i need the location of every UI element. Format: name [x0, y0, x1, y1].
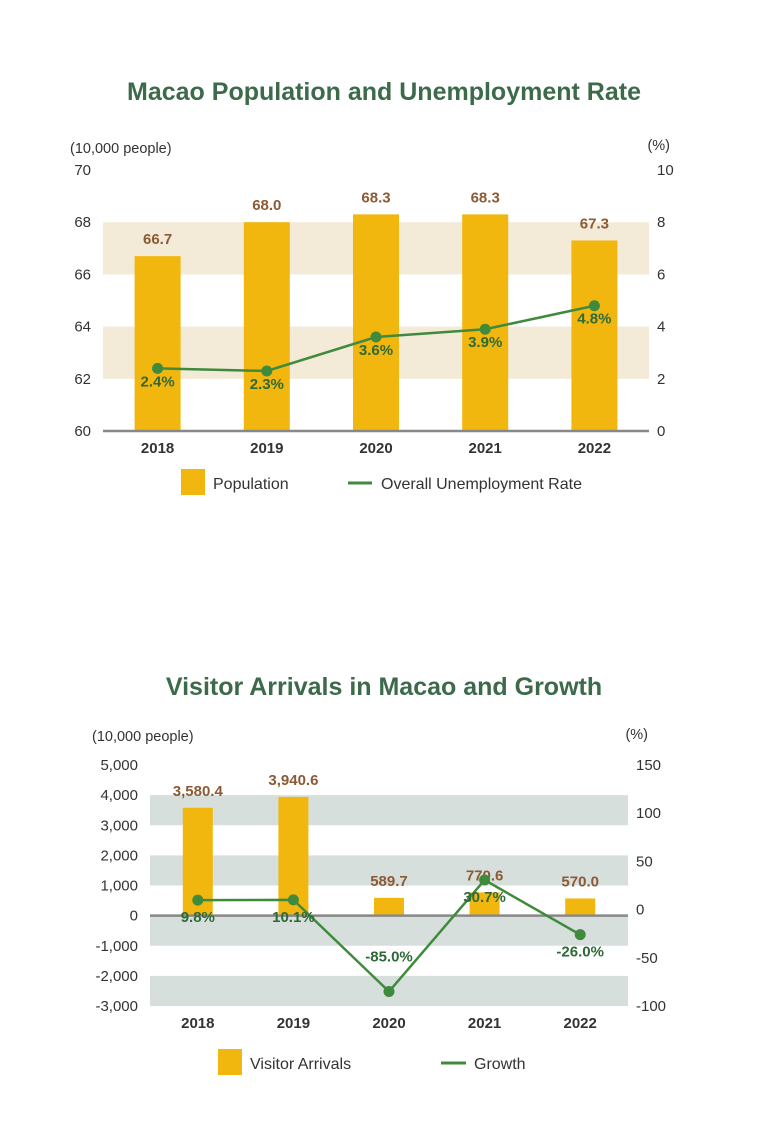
y-left-tick-label: -3,000 [95, 998, 138, 1015]
grid-band [150, 855, 628, 886]
line-value-label: 2.3% [250, 376, 284, 393]
y-right-tick-label: 4 [657, 319, 665, 336]
legend-bar-label: Visitor Arrivals [250, 1056, 351, 1073]
bar-2022 [571, 240, 618, 431]
y-left-tick-label: -2,000 [95, 968, 138, 985]
y-left-unit-label: (10,000 people) [92, 729, 194, 745]
chart-title: Visitor Arrivals in Macao and Growth [166, 673, 602, 701]
y-right-tick-label: 0 [657, 423, 665, 440]
line-point [574, 929, 586, 941]
bar-2022 [565, 898, 596, 916]
chart-2: Visitor Arrivals in Macao and Growth (10,… [92, 673, 666, 1075]
chart-1: Macao Population and Unemployment Rate (1… [70, 78, 674, 495]
line-point [192, 894, 204, 906]
y-left-tick-label: 62 [74, 371, 91, 388]
bar-value-label: 3,580.4 [173, 783, 224, 800]
bar-value-label: 68.0 [252, 197, 281, 214]
x-category-label: 2018 [181, 1015, 214, 1032]
y-left-tick-label: 66 [74, 266, 91, 283]
line-point [479, 874, 491, 886]
line-value-label: 10.1% [272, 909, 315, 926]
y-left-tick-label: 60 [74, 423, 91, 440]
x-category-label: 2020 [372, 1015, 405, 1032]
bar-value-label: 68.3 [471, 189, 500, 206]
bar-2020 [353, 214, 399, 431]
y-right-tick-label: 150 [636, 757, 661, 774]
bar-value-label: 67.3 [580, 215, 609, 232]
grid-band [150, 795, 628, 826]
bar-value-label: 589.7 [370, 873, 408, 890]
y-left-tick-label: 1,000 [100, 878, 138, 895]
line-value-label: 30.7% [463, 889, 506, 906]
y-left-tick-label: 3,000 [100, 817, 138, 834]
y-right-unit-label: (%) [647, 138, 670, 154]
y-right-tick-label: -50 [636, 950, 658, 967]
x-category-label: 2021 [468, 1015, 501, 1032]
legend-bar-swatch [181, 469, 205, 495]
y-left-unit-label: (10,000 people) [70, 141, 172, 157]
line-point [479, 323, 491, 335]
line-value-label: 4.8% [577, 311, 611, 328]
legend-line-label: Growth [474, 1056, 526, 1073]
y-left-tick-label: 2,000 [100, 847, 138, 864]
x-category-label: 2022 [564, 1015, 597, 1032]
x-category-label: 2019 [277, 1015, 310, 1032]
line-point [287, 894, 299, 906]
x-category-label: 2019 [250, 440, 283, 457]
y-left-tick-label: -1,000 [95, 938, 138, 955]
x-category-label: 2020 [359, 440, 392, 457]
y-left-tick-label: 64 [74, 319, 91, 336]
y-right-tick-label: 0 [636, 902, 644, 919]
y-left-tick-label: 4,000 [100, 787, 138, 804]
line-point [588, 300, 600, 312]
y-left-tick-label: 0 [130, 908, 138, 925]
x-category-label: 2022 [578, 440, 611, 457]
line-value-label: -26.0% [556, 944, 604, 961]
bar-value-label: 68.3 [361, 189, 390, 206]
y-right-tick-label: 2 [657, 371, 665, 388]
line-value-label: 3.9% [468, 334, 502, 351]
bar-2019 [243, 222, 290, 431]
line-value-label: 9.8% [181, 909, 215, 926]
y-left-tick-label: 68 [74, 214, 91, 231]
legend-bar-swatch [218, 1049, 242, 1075]
chart-title: Macao Population and Unemployment Rate [127, 78, 641, 106]
y-left-tick-label: 5,000 [100, 757, 138, 774]
line-point [370, 331, 382, 343]
bar-2021 [469, 892, 500, 916]
y-right-tick-label: 8 [657, 214, 665, 231]
y-right-tick-label: 6 [657, 266, 665, 283]
line-point [261, 365, 273, 377]
bar-value-label: 3,940.6 [268, 772, 318, 789]
line-point [383, 986, 395, 998]
line-point [152, 362, 164, 374]
bar-value-label: 570.0 [561, 873, 599, 890]
x-category-label: 2018 [141, 440, 174, 457]
bar-2018 [134, 256, 181, 431]
bar-value-label: 66.7 [143, 231, 172, 248]
legend-line-label: Overall Unemployment Rate [381, 476, 582, 493]
y-right-tick-label: 50 [636, 853, 653, 870]
line-value-label: 2.4% [140, 373, 174, 390]
y-right-unit-label: (%) [625, 727, 648, 743]
y-right-tick-label: 100 [636, 805, 661, 822]
y-right-tick-label: 10 [657, 162, 674, 179]
y-right-tick-label: -100 [636, 998, 666, 1015]
x-category-label: 2021 [469, 440, 502, 457]
line-value-label: -85.0% [365, 949, 413, 966]
y-left-tick-label: 70 [74, 162, 91, 179]
grid-band [150, 915, 628, 946]
bar-2021 [462, 214, 509, 431]
bar-2020 [374, 897, 404, 916]
legend-bar-label: Population [213, 476, 289, 493]
line-value-label: 3.6% [359, 342, 393, 359]
